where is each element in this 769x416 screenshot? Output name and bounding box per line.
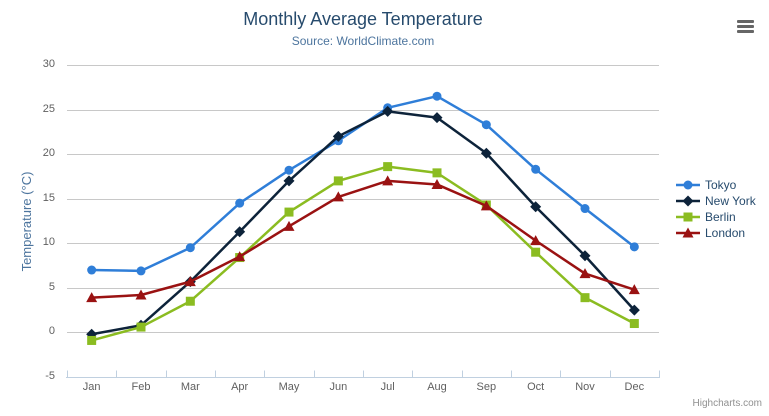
legend-item-label: Berlin — [705, 210, 736, 224]
legend-item-tokyo[interactable]: Tokyo — [676, 177, 756, 193]
legend-square-icon — [676, 212, 700, 222]
series-berlin — [87, 162, 639, 345]
x-axis-label: Dec — [624, 381, 645, 393]
legend-item-label: London — [705, 226, 746, 240]
legend-item-new-york[interactable]: New York — [676, 193, 756, 209]
legend-item-berlin[interactable]: Berlin — [676, 209, 756, 225]
legend-circle-icon — [676, 180, 700, 190]
x-axis-label: Mar — [180, 381, 200, 393]
y-axis-label: -5 — [45, 370, 55, 382]
chart-subtitle: Source: WorldClimate.com — [291, 34, 435, 48]
hamburger-icon-bar — [737, 20, 754, 23]
x-axis-label: Apr — [231, 381, 249, 393]
legend-item-label: New York — [705, 194, 756, 208]
x-axis-label: Jan — [82, 381, 101, 393]
highcharts-credit[interactable]: Highcharts.com — [692, 398, 762, 409]
series-new-york — [86, 105, 640, 340]
legend-item-london[interactable]: London — [676, 225, 756, 241]
x-axis-label: Jun — [329, 381, 348, 393]
series-london — [86, 175, 640, 303]
x-axis-label: May — [278, 381, 300, 393]
hamburger-icon-bar — [737, 30, 754, 33]
y-axis-label: 10 — [42, 236, 55, 249]
hamburger-icon-bar — [737, 25, 754, 28]
x-axis-label: Oct — [527, 381, 545, 393]
y-gridlines — [67, 65, 659, 378]
y-axis-title: Temperature (°C) — [19, 171, 34, 272]
chart-title: Monthly Average Temperature — [243, 9, 483, 29]
export-menu-button[interactable] — [737, 20, 754, 33]
y-axis-label: 20 — [42, 147, 55, 160]
legend: Tokyo New York Berlin London — [676, 177, 756, 241]
series-tokyo — [87, 91, 639, 276]
x-axis-label: Sep — [476, 381, 497, 393]
x-axis-label: Nov — [575, 381, 595, 393]
x-axis-label: Aug — [427, 381, 447, 393]
legend-triangle-icon — [676, 227, 700, 238]
legend-item-label: Tokyo — [705, 178, 737, 192]
x-axis — [66, 370, 660, 378]
x-axis-label: Jul — [380, 381, 395, 393]
y-axis-label: 25 — [42, 102, 55, 115]
y-axis-label: 30 — [42, 58, 55, 70]
y-axis-label: 15 — [42, 191, 55, 204]
x-axis-label: Feb — [131, 381, 151, 393]
y-axis-label: 0 — [48, 325, 55, 338]
legend-diamond-icon — [676, 195, 700, 207]
y-axis-label: 5 — [48, 280, 55, 293]
